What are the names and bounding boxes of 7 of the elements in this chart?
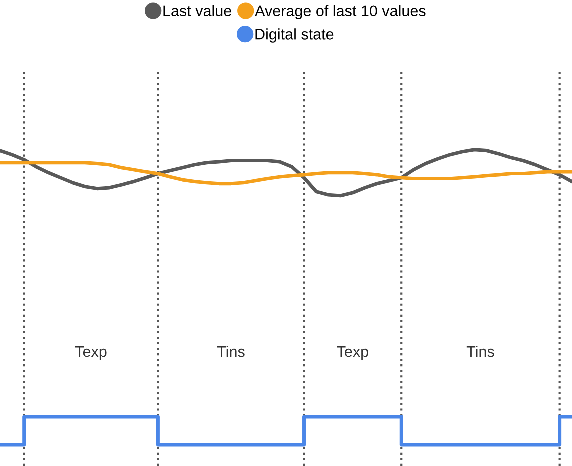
annotation: Texp: [75, 346, 107, 360]
legend-label: Last value: [164, 5, 232, 17]
legend-label: Average of last 10 values: [255, 5, 426, 20]
annotation: Texp: [337, 346, 368, 360]
legend-label: Digital state: [256, 28, 334, 43]
annotation: Tins: [217, 346, 245, 358]
annotation: Tins: [466, 346, 494, 358]
